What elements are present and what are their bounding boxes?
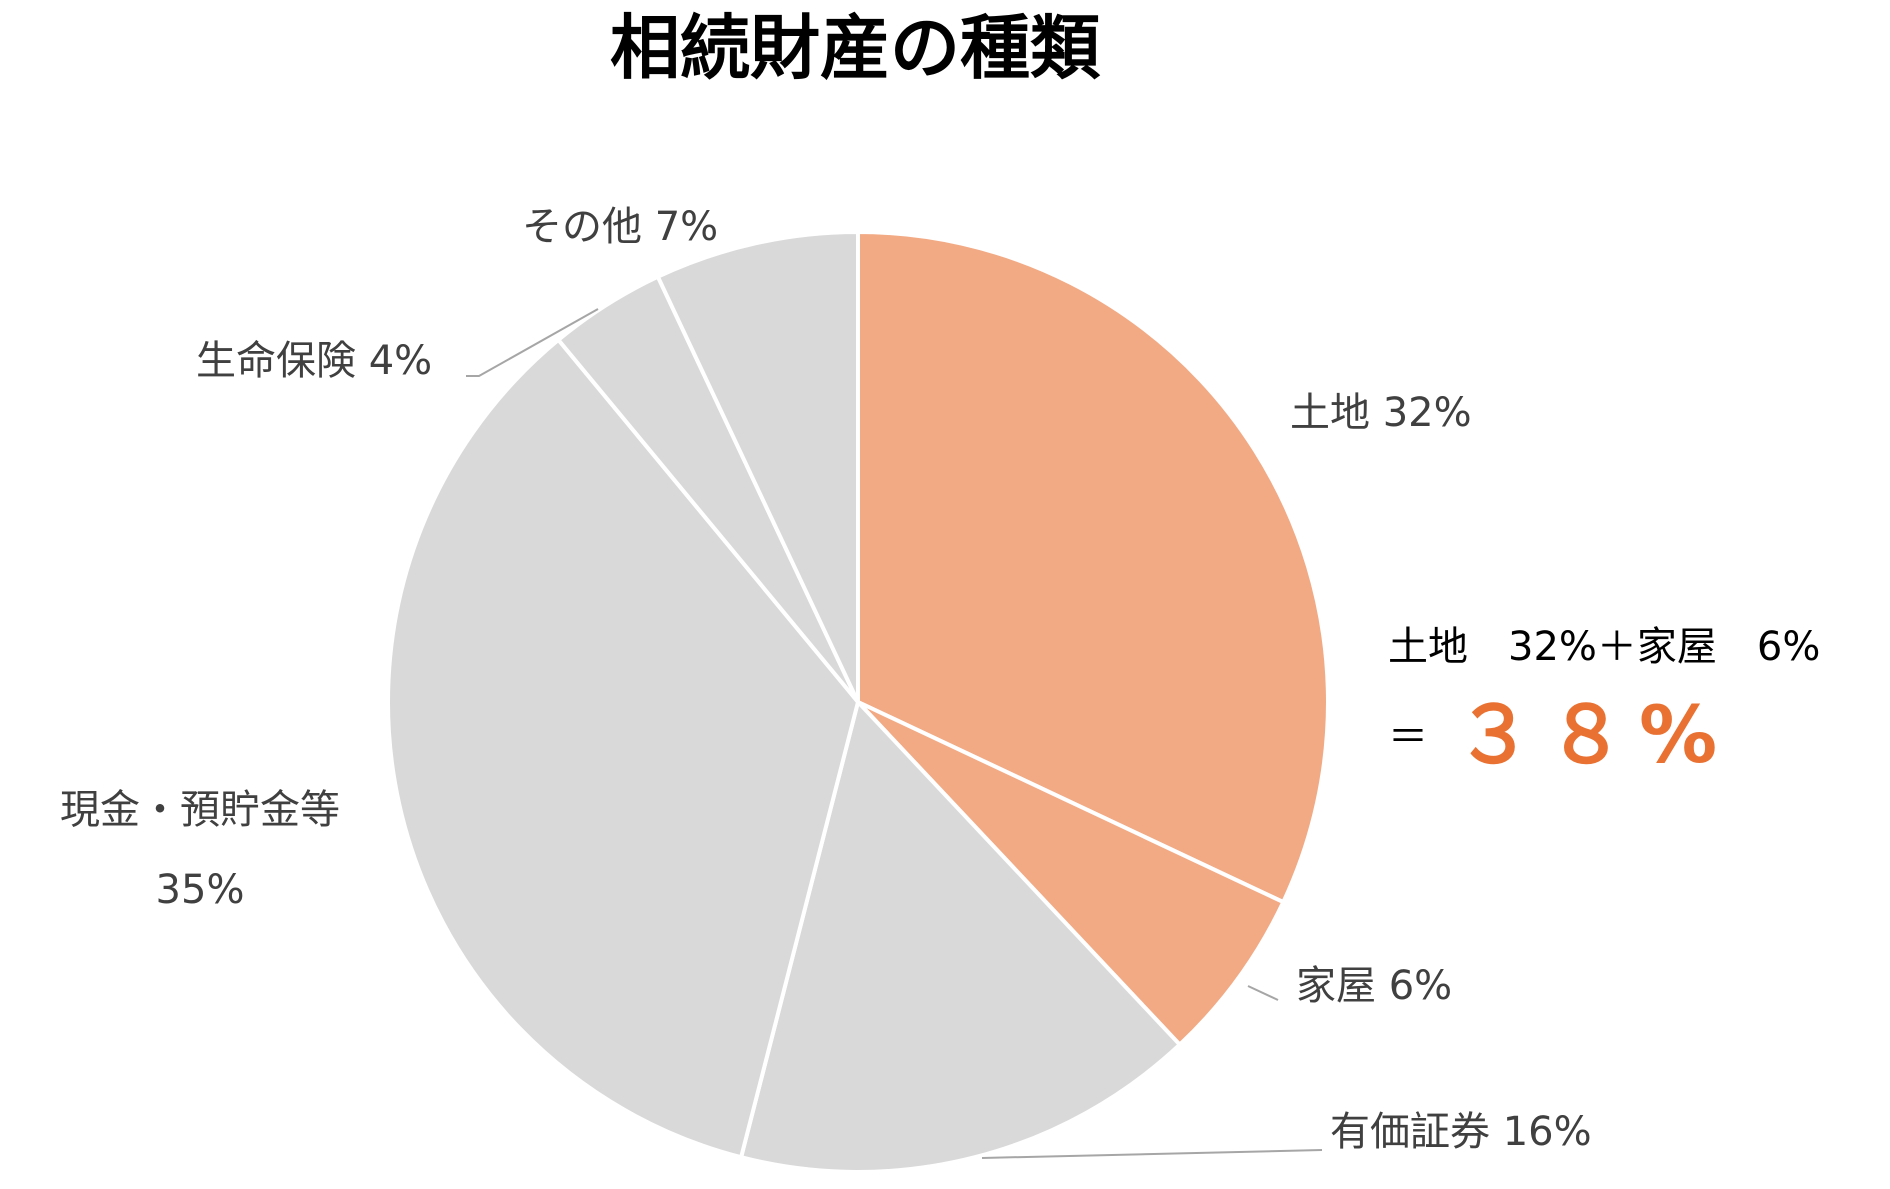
- pie-slice-3: [739, 700, 1182, 1174]
- pie-slices: [386, 230, 1330, 1174]
- pie-slice-2: [856, 700, 1286, 1047]
- leader-line-2: [1247, 985, 1279, 1001]
- slice-label-4-value: 35%: [156, 867, 245, 913]
- pie-slice-1: [856, 230, 1330, 905]
- slice-labels: 土地 32% 家屋 6% 有価証券 16% 現金・預貯金等 35% 生命保険 4% その他 …: [60, 204, 1592, 1155]
- sum-annotation-formula: 土地 32%＋家屋 6%: [1388, 624, 1820, 670]
- slice-label-3: 有価証券 16%: [1330, 1109, 1592, 1155]
- sum-annotation: 土地 32%＋家屋 6% ＝ ３８%: [1388, 624, 1820, 781]
- slice-label-2: 家屋 6%: [1296, 963, 1452, 1009]
- sum-annotation-result: ３８%: [1455, 691, 1731, 781]
- slice-label-1: 土地 32%: [1290, 390, 1472, 436]
- slice-label-6: その他 7%: [522, 204, 718, 250]
- pie-slice-6: [655, 230, 860, 704]
- sum-annotation-equals: ＝: [1388, 714, 1428, 760]
- leader-line-5: [466, 308, 599, 377]
- slice-label-4-name: 現金・預貯金等: [60, 787, 340, 833]
- leader-line-3: [981, 1149, 1323, 1159]
- slice-label-5: 生命保険 4%: [196, 338, 432, 384]
- leader-lines: [466, 308, 1323, 1159]
- pie-slice-4: [386, 337, 860, 1160]
- chart-title: 相続財産の種類: [610, 7, 1101, 89]
